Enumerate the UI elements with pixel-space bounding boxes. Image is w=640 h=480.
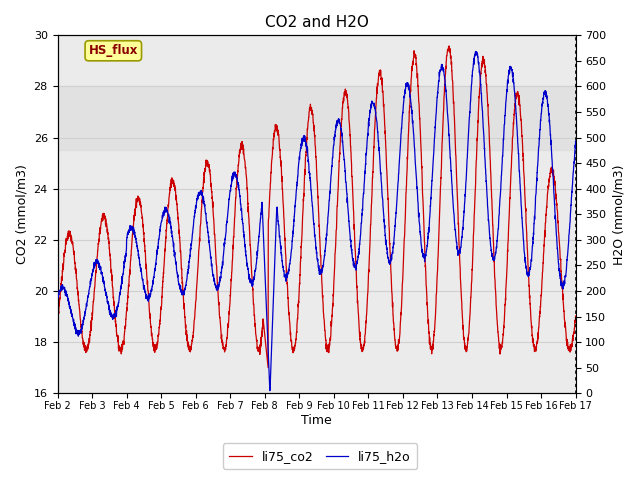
li75_co2 (506, 196, 514, 202)
li75_co2 (252, 334, 260, 340)
li75_h2o (143, 296, 151, 302)
li75_h2o (572, 138, 579, 144)
li75_h2o (506, 63, 514, 69)
Bar (58, 86, 575, 150)
li75_co2 (54, 315, 61, 321)
li75_h2o (54, 293, 61, 299)
li75_h2o (113, 309, 120, 315)
li75_h2o (472, 48, 479, 54)
li75_h2o (252, 262, 260, 267)
li75_co2 (572, 313, 579, 319)
li75_co2 (113, 331, 120, 337)
Y-axis label: H2O (mmol/m3): H2O (mmol/m3) (612, 164, 625, 264)
Title: CO2 and H2O: CO2 and H2O (264, 15, 369, 30)
li75_co2 (264, 365, 272, 371)
Legend: li75_co2, li75_h2o: li75_co2, li75_h2o (223, 444, 417, 469)
li75_h2o (275, 222, 283, 228)
Line: li75_co2: li75_co2 (58, 46, 575, 368)
Line: li75_h2o: li75_h2o (58, 51, 575, 391)
li75_co2 (143, 282, 151, 288)
li75_co2 (562, 328, 570, 334)
li75_co2 (445, 43, 453, 49)
X-axis label: Time: Time (301, 414, 332, 427)
Y-axis label: CO2 (mmol/m3): CO2 (mmol/m3) (15, 164, 28, 264)
li75_h2o (266, 388, 274, 394)
Text: HS_flux: HS_flux (88, 44, 138, 57)
li75_h2o (562, 274, 570, 279)
li75_co2 (275, 133, 283, 139)
